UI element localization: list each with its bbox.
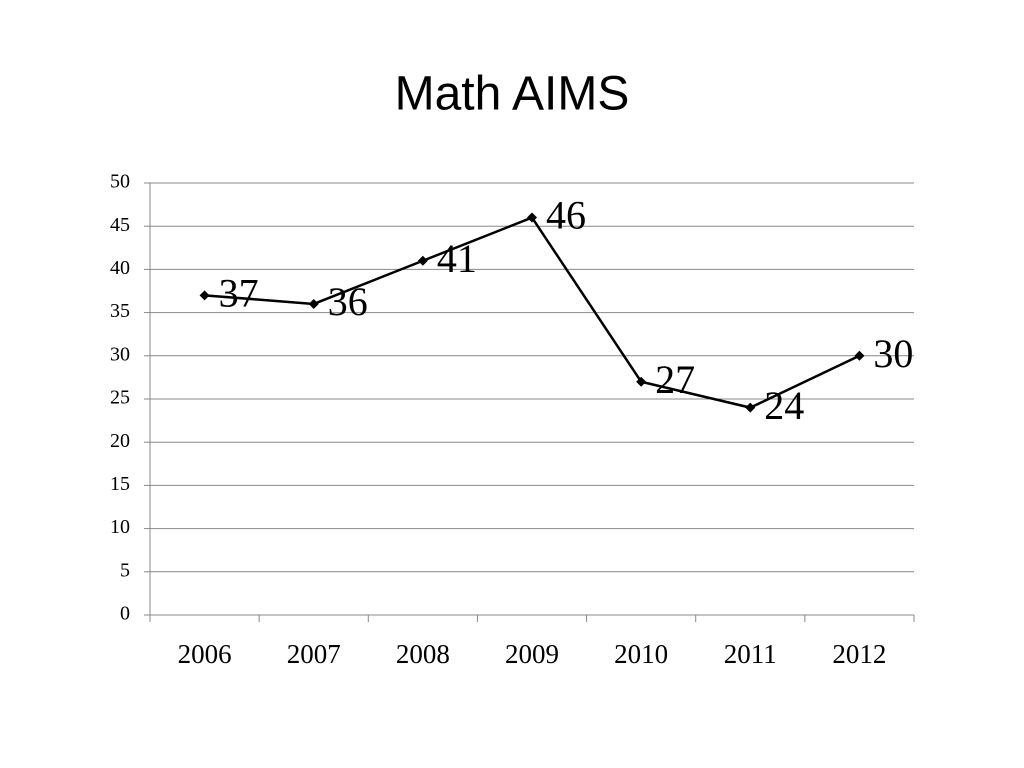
marker (636, 376, 647, 387)
y-tick-label: 35 (110, 300, 130, 322)
marker (308, 298, 319, 309)
marker (527, 212, 537, 223)
x-tick-label: 2008 (396, 639, 450, 669)
y-tick-label: 50 (110, 171, 130, 193)
y-tick-label: 15 (110, 473, 130, 495)
y-tick-label: 0 (120, 603, 130, 625)
data-label: 41 (437, 236, 477, 281)
y-tick-label: 45 (110, 214, 130, 236)
data-label: 37 (219, 270, 259, 315)
x-tick-label: 2006 (178, 639, 232, 669)
data-label: 30 (873, 331, 913, 376)
chart-title: Math AIMS (395, 68, 630, 121)
x-tick-label: 2012 (832, 639, 886, 669)
y-tick-label: 20 (110, 430, 130, 452)
y-tick-label: 40 (110, 257, 130, 279)
data-label: 27 (655, 357, 695, 402)
data-label: 46 (546, 193, 586, 238)
data-label: 36 (328, 279, 368, 324)
marker (745, 402, 756, 413)
marker (417, 255, 428, 266)
marker (199, 290, 210, 301)
y-tick-label: 5 (120, 559, 130, 581)
y-tick-label: 10 (110, 516, 130, 538)
x-tick-label: 2011 (724, 639, 777, 669)
data-label: 24 (764, 383, 804, 428)
marker (854, 350, 865, 361)
y-tick-label: 25 (110, 387, 130, 409)
x-tick-label: 2010 (614, 639, 668, 669)
x-tick-label: 2009 (505, 639, 559, 669)
y-tick-label: 30 (110, 343, 130, 365)
x-tick-label: 2007 (287, 639, 341, 669)
